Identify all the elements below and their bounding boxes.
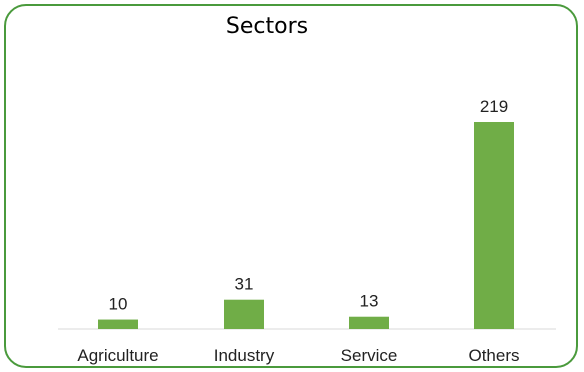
category-label-agriculture: Agriculture xyxy=(77,346,158,365)
data-label-others: 219 xyxy=(480,97,508,116)
bar-agriculture xyxy=(98,319,138,329)
bar-service xyxy=(349,316,389,329)
category-label-industry: Industry xyxy=(214,346,275,365)
data-label-industry: 31 xyxy=(235,275,254,294)
chart-title: Sectors xyxy=(226,14,308,39)
bars-group xyxy=(98,122,514,329)
bar-others xyxy=(474,122,514,329)
category-label-others: Others xyxy=(468,346,519,365)
data-label-service: 13 xyxy=(360,292,379,311)
value-labels-group: 10 31 13 219 xyxy=(109,97,509,314)
data-label-agriculture: 10 xyxy=(109,295,128,314)
category-label-service: Service xyxy=(341,346,398,365)
bar-industry xyxy=(224,299,264,329)
category-labels-group: Agriculture Industry Service Others xyxy=(77,346,519,365)
